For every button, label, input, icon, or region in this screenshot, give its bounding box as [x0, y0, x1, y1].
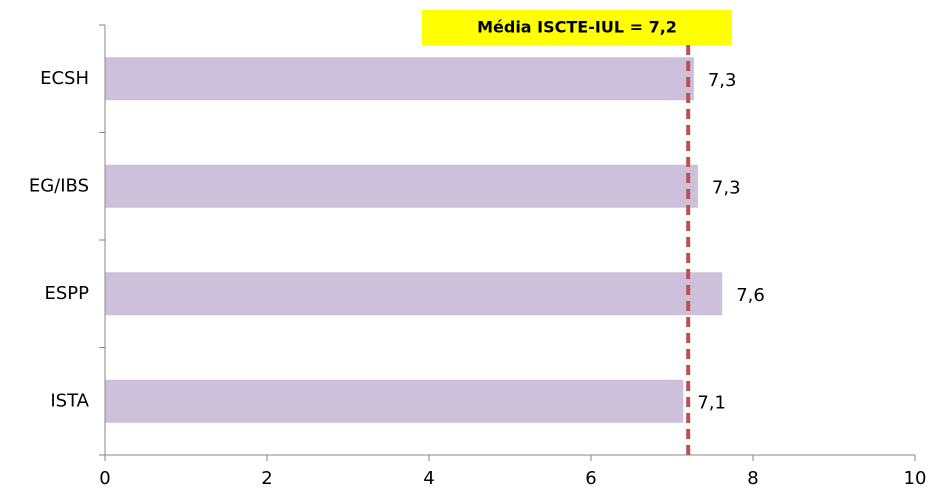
x-tick-label: 0	[99, 468, 110, 489]
bar	[105, 272, 723, 316]
annotation-label: Média ISCTE-IUL = 7,2	[477, 18, 677, 37]
y-tick-label: ECSH	[40, 68, 89, 89]
bar	[105, 379, 684, 423]
x-tick-label: 8	[747, 468, 758, 489]
annotation-box	[422, 10, 732, 45]
data-label: 7,3	[708, 70, 737, 91]
bar	[105, 164, 698, 208]
x-tick-label: 10	[904, 468, 927, 489]
y-tick-label: ESPP	[44, 283, 89, 304]
x-tick-label: 2	[261, 468, 272, 489]
x-tick-label: 6	[585, 468, 596, 489]
data-label: 7,3	[712, 177, 741, 198]
y-tick-label: EG/IBS	[29, 175, 89, 196]
y-tick-label: ISTA	[50, 390, 89, 411]
x-tick-label: 4	[423, 468, 434, 489]
data-label: 7,6	[736, 285, 765, 306]
bar	[105, 57, 694, 101]
data-label: 7,1	[697, 392, 726, 413]
